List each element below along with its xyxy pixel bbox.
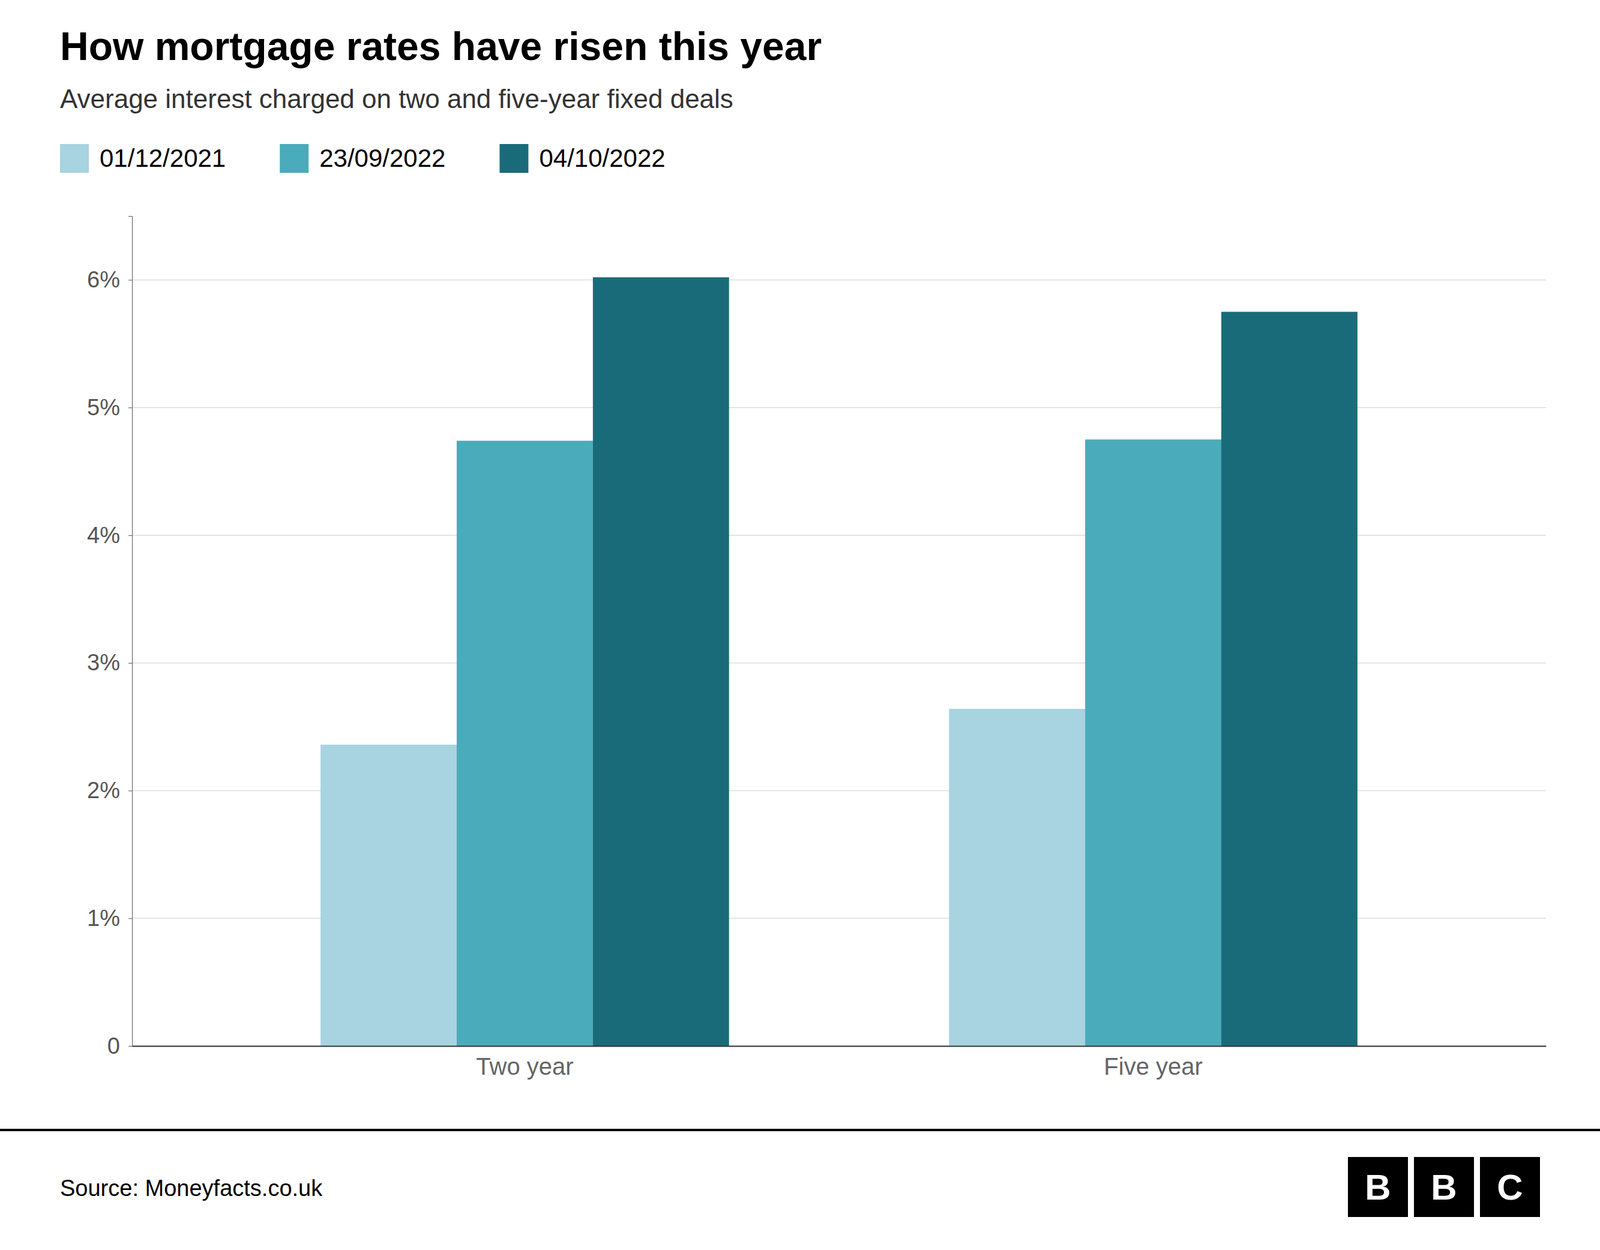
legend-swatch — [499, 144, 529, 173]
y-tick: 0 — [107, 1033, 133, 1059]
y-tick-mark — [128, 1046, 133, 1047]
y-tick-label: 4% — [87, 522, 121, 548]
y-tick-mark — [128, 790, 133, 791]
separator — [0, 1128, 1600, 1132]
bar — [320, 744, 457, 1047]
x-axis: Two year Five year — [132, 1046, 1547, 1081]
y-tick: 4% — [87, 522, 133, 548]
y-tick: 2% — [87, 777, 133, 804]
legend-swatch — [279, 144, 309, 173]
bar — [1085, 439, 1222, 1047]
legend-label: 04/10/2022 — [538, 144, 665, 173]
x-tick-label: Five year — [1103, 1053, 1203, 1080]
title: How mortgage rates have risen this year — [60, 24, 822, 69]
bar — [948, 708, 1086, 1047]
legend-item: 23/09/2022 — [279, 144, 446, 173]
y-tick-label: 5% — [87, 394, 121, 421]
y-tick-mark — [128, 663, 133, 664]
series — [456, 439, 1222, 1047]
logo-letter: B — [1364, 1167, 1391, 1208]
legend-label: 01/12/2021 — [99, 144, 226, 173]
grid — [132, 279, 1546, 1047]
x-tick: Five year — [1103, 1053, 1203, 1080]
logo-box — [1479, 1157, 1540, 1218]
logo-letter: C — [1496, 1167, 1523, 1208]
subtitle: Average interest charged on two and five… — [60, 84, 734, 114]
x-tick-label: Two year — [475, 1053, 574, 1080]
bars — [320, 277, 1358, 1047]
x-axis-line — [132, 1046, 1547, 1048]
legend: 01/12/2021 23/09/2022 04/10/2022 — [60, 144, 666, 173]
y-tick: 3% — [87, 649, 133, 676]
y-tick-label: 0 — [107, 1033, 121, 1059]
plot: 0 1% 2% 3% 4% 5% 6% Two year Five year — [87, 216, 1546, 1081]
logo: BBC — [1347, 1157, 1540, 1218]
y-tick-mark — [128, 918, 133, 919]
y-tick-mark — [128, 407, 133, 409]
y-tick-mark — [128, 535, 133, 536]
bar — [456, 440, 593, 1047]
y-axis: 0 1% 2% 3% 4% 5% 6% — [87, 216, 133, 1059]
y-tick: 1% — [87, 905, 133, 931]
grid-line — [132, 279, 1546, 281]
y-axis-line — [128, 216, 133, 1047]
bar — [592, 277, 730, 1047]
bar — [1221, 312, 1358, 1047]
legend-item: 01/12/2021 — [60, 144, 226, 173]
source: Source: Moneyfacts.co.uk — [60, 1175, 323, 1201]
legend-label: 23/09/2022 — [319, 144, 446, 173]
logo-letter: B — [1430, 1167, 1457, 1208]
y-tick-mark — [128, 279, 133, 281]
y-tick-label: 1% — [87, 905, 121, 931]
y-tick: 6% — [87, 267, 133, 293]
logo-box — [1347, 1157, 1408, 1218]
series — [592, 277, 1358, 1047]
y-tick-label: 3% — [87, 649, 121, 676]
y-tick: 5% — [87, 394, 133, 421]
legend-item: 04/10/2022 — [499, 144, 665, 173]
y-tick-label: 6% — [87, 267, 121, 293]
logo-box — [1413, 1157, 1474, 1218]
y-tick-label: 2% — [87, 777, 121, 804]
legend-swatch — [60, 144, 89, 173]
x-tick: Two year — [475, 1053, 574, 1080]
chart: How mortgage rates have risen this year A… — [0, 0, 1600, 1250]
